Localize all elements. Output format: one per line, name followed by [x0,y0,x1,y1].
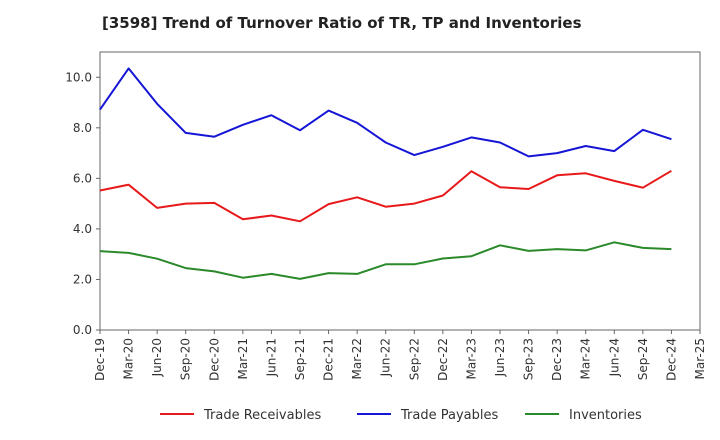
y-tick-label: 8.0 [73,121,92,135]
x-tick-label: Sep-24 [636,338,650,380]
series-line-1 [99,169,672,223]
x-tick-label: Sep-20 [179,338,193,380]
legend: Trade Receivables Trade Payables Inventori… [160,408,642,423]
legend-label-2: Trade Payables [400,408,498,423]
x-tick-label: Jun-21 [264,338,278,377]
y-tick-label: 2.0 [73,272,92,286]
axes: 0.0 2.0 4.0 6.0 8.0 10.0 Dec-19 Mar-20 Jun-20 Sep… [65,51,707,381]
x-tick-label: Mar-21 [236,338,250,379]
x-tick-label: Dec-21 [322,338,336,381]
chart-title: [3598] Trend of Turnover Ratio of TR, TP… [102,14,582,32]
y-tick-label: 6.0 [73,171,92,185]
legend-label-3: Inventories [569,408,642,423]
series-line-3 [99,241,672,280]
x-tick-label: Mar-23 [464,338,478,379]
x-tick-label: Dec-19 [93,338,107,381]
x-tick-label: Jun-22 [379,338,393,377]
x-tick-label: Jun-23 [493,338,507,377]
x-tick-label: Dec-23 [550,338,564,381]
plot-area [99,51,701,331]
y-tick-label: 10.0 [65,70,92,84]
x-tick-label: Mar-20 [122,338,136,379]
y-tick-label: 0.0 [73,323,92,337]
x-tick-label: Dec-24 [664,338,678,381]
x-tick-label: Dec-20 [207,338,221,381]
series-lines [99,67,672,280]
legend-label-1: Trade Receivables [203,408,321,423]
y-tick-label: 4.0 [73,222,92,236]
x-tick-label: Dec-22 [436,338,450,381]
x-tick-label: Sep-22 [407,338,421,380]
x-tick-label: Jun-20 [150,338,164,377]
x-tick-label: Mar-25 [693,338,707,379]
x-tick-label: Jun-24 [607,338,621,377]
x-tick-label: Sep-21 [293,338,307,380]
x-tick-label: Sep-23 [522,338,536,380]
x-tick-label: Mar-24 [579,338,593,379]
series-line-2 [99,67,672,158]
x-tick-label: Mar-22 [350,338,364,379]
